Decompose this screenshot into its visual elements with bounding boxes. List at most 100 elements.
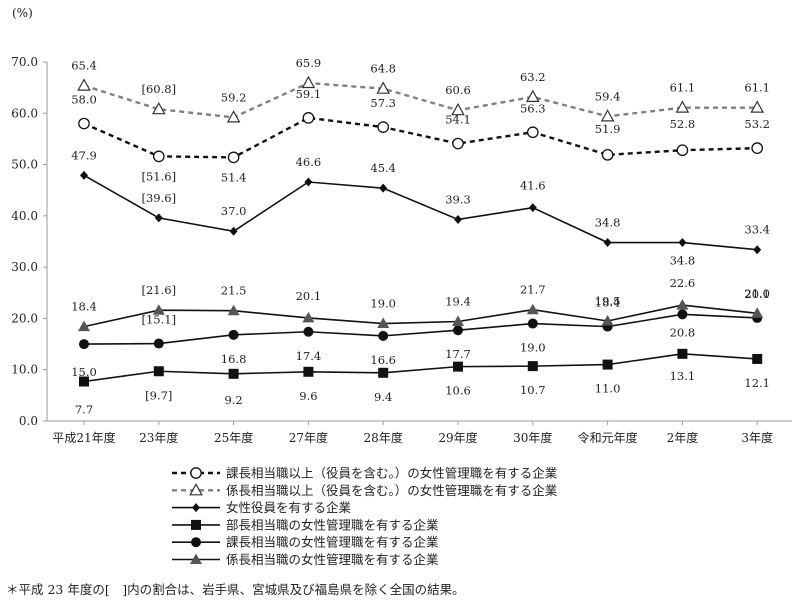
data-label: 47.9 xyxy=(71,148,97,162)
data-label: 22.6 xyxy=(670,276,696,290)
series-3 xyxy=(80,170,762,255)
data-point xyxy=(376,81,391,94)
data-point xyxy=(379,183,388,193)
x-tick-label: 28年度 xyxy=(364,430,403,445)
data-label: 12.1 xyxy=(744,376,770,390)
data-label: 9.2 xyxy=(224,393,242,407)
data-label: [39.6] xyxy=(142,191,177,205)
x-tick-label: 23年度 xyxy=(139,430,178,445)
data-label: 34.8 xyxy=(670,254,696,268)
data-point xyxy=(79,339,89,350)
data-label: 65.4 xyxy=(71,59,97,73)
y-tick-label: 30.0 xyxy=(11,260,38,274)
data-label: 10.7 xyxy=(520,383,546,397)
data-point xyxy=(227,151,240,164)
data-point xyxy=(78,320,90,332)
data-label: 7.7 xyxy=(75,403,93,417)
legend-item: 課長相当職の女性管理職を有する企業 xyxy=(172,535,439,550)
data-label: 37.0 xyxy=(221,204,247,218)
data-point xyxy=(601,148,614,161)
data-label: 20.1 xyxy=(296,289,322,303)
series-line xyxy=(83,353,758,383)
data-label: 60.6 xyxy=(445,83,471,97)
legend-item: 部長相当職の女性管理職を有する企業 xyxy=(172,517,439,532)
data-label: 64.8 xyxy=(370,62,396,76)
data-point xyxy=(751,307,764,318)
data-point xyxy=(600,109,615,122)
data-label: [60.8] xyxy=(142,82,177,96)
data-point xyxy=(79,376,89,387)
data-point xyxy=(153,338,164,349)
data-point xyxy=(80,170,88,180)
data-label: 19.0 xyxy=(520,341,546,355)
data-label: 18.4 xyxy=(71,300,97,314)
data-point xyxy=(751,142,764,155)
data-label: 61.1 xyxy=(744,81,770,95)
data-point xyxy=(227,304,240,316)
data-point xyxy=(377,121,390,133)
data-point xyxy=(452,137,464,150)
legend-label: 女性役員を有する企業 xyxy=(226,500,352,515)
series-6 xyxy=(78,299,764,332)
x-tick-label: 30年度 xyxy=(513,430,552,445)
data-label: 9.6 xyxy=(299,389,317,403)
series-line xyxy=(83,116,758,159)
data-point xyxy=(303,366,314,377)
series-layer xyxy=(77,75,765,387)
data-label: 21.5 xyxy=(221,284,247,298)
data-label: 45.4 xyxy=(370,161,396,175)
data-point xyxy=(452,315,464,327)
data-point xyxy=(451,102,465,116)
data-point xyxy=(151,101,166,115)
data-point xyxy=(303,326,314,337)
data-label: 17.4 xyxy=(296,349,322,363)
y-tick-label: 20.0 xyxy=(11,311,38,325)
data-point xyxy=(525,89,540,102)
data-label: 20.8 xyxy=(670,325,696,339)
data-label: 52.8 xyxy=(670,117,696,131)
x-tick-label: 平成21年度 xyxy=(52,430,115,445)
data-label: 65.9 xyxy=(296,56,322,70)
data-point xyxy=(153,366,164,377)
y-tick-label: 70.0 xyxy=(11,55,38,69)
data-label: 9.4 xyxy=(374,390,392,404)
data-label: 18.4 xyxy=(595,296,621,310)
footnote: ＊平成 23 年度の[ ]内の割合は、岩手県、宮城県及び福島県を除く全国の結果。 xyxy=(6,582,465,597)
legend-item: 係長相当職以上（役員を含む。）の女性管理職を有する企業 xyxy=(172,483,558,498)
x-axis-ticks: 平成21年度 23年度 25年度 27年度 28年度 29年度 30年度 令和元年度 2年度 3年… xyxy=(52,421,773,445)
data-point xyxy=(454,214,462,224)
x-tick-label: 25年度 xyxy=(214,430,253,445)
y-tick-label: 50.0 xyxy=(11,158,38,172)
x-tick-label: 令和元年度 xyxy=(578,430,638,445)
data-point xyxy=(378,330,389,341)
legend-item: 女性役員を有する企業 xyxy=(172,500,352,515)
data-point xyxy=(301,75,316,89)
data-label: 11.0 xyxy=(595,382,621,396)
legend-label: 課長相当職以上（役員を含む。）の女性管理職を有する企業 xyxy=(226,466,558,481)
data-label: 51.9 xyxy=(595,122,621,136)
x-tick-label: 2年度 xyxy=(667,430,699,445)
data-label: 58.0 xyxy=(71,93,97,107)
data-label: 39.3 xyxy=(445,192,471,206)
data-label: 10.6 xyxy=(445,384,471,398)
data-point xyxy=(154,213,163,223)
data-point xyxy=(752,353,763,364)
data-point xyxy=(676,144,689,157)
data-label: 41.6 xyxy=(520,179,546,193)
data-point xyxy=(302,311,315,323)
data-point xyxy=(453,361,463,372)
series-line xyxy=(83,81,758,119)
data-label: 16.8 xyxy=(221,352,247,366)
y-tick-label: 40.0 xyxy=(11,209,38,223)
data-point xyxy=(77,78,91,91)
data-label: [15.1] xyxy=(142,313,177,327)
data-point xyxy=(528,203,537,213)
data-point xyxy=(675,100,690,113)
data-label: 59.4 xyxy=(595,89,621,103)
data-label: 21.0 xyxy=(744,286,770,300)
data-label: 21.7 xyxy=(520,283,546,297)
data-point xyxy=(677,309,688,320)
data-label: 15.0 xyxy=(71,365,97,379)
data-point xyxy=(378,367,389,378)
data-label: [9.7] xyxy=(145,388,172,402)
